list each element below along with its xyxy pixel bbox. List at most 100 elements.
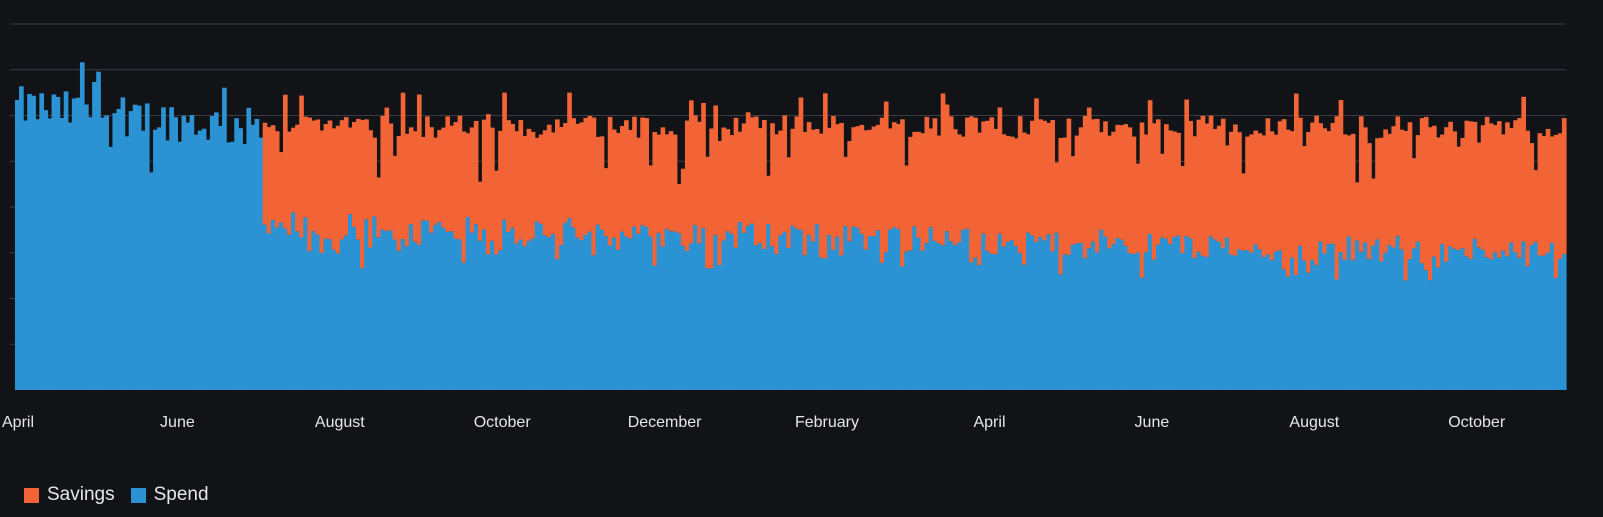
bar-spend — [193, 134, 199, 390]
bar-savings — [498, 130, 503, 251]
bar-spend — [1192, 258, 1198, 390]
bar-spend — [701, 227, 706, 390]
bar-spend — [1172, 237, 1177, 390]
bar-savings — [1391, 126, 1397, 248]
bar-savings — [1188, 120, 1194, 239]
bar-spend — [1034, 241, 1039, 390]
bar-savings — [502, 92, 507, 220]
bar-spend — [766, 224, 771, 390]
bar-savings — [1322, 128, 1328, 254]
bar-spend — [1131, 254, 1137, 390]
bar-spend — [1168, 244, 1173, 390]
bar-savings — [652, 132, 658, 266]
bar-savings — [1103, 121, 1108, 237]
bar-spend — [1009, 240, 1015, 390]
bar-savings — [1537, 133, 1543, 256]
bar-savings — [1387, 133, 1393, 245]
bar-savings — [879, 117, 885, 263]
bar-spend — [1375, 239, 1380, 390]
bar-spend — [1253, 244, 1259, 390]
bar-spend — [274, 227, 280, 390]
bar-savings — [770, 123, 775, 247]
bar-spend — [1001, 246, 1007, 390]
bar-savings — [965, 117, 970, 229]
bar-spend — [607, 245, 613, 390]
bar-savings — [1273, 134, 1279, 252]
bar-savings — [1131, 136, 1137, 255]
bar-spend — [534, 221, 540, 390]
bar-spend — [1212, 239, 1218, 390]
bar-savings — [583, 117, 589, 235]
bar-spend — [343, 235, 349, 390]
bar-savings — [481, 119, 487, 230]
bar-spend — [1017, 253, 1023, 390]
bar-savings — [871, 126, 877, 237]
bar-spend — [59, 117, 65, 390]
bar-spend — [831, 250, 836, 390]
legend-item-savings[interactable]: Savings — [24, 484, 115, 506]
bar-savings — [303, 116, 308, 218]
bar-spend — [615, 249, 621, 390]
bar-spend — [457, 239, 463, 390]
bar-spend — [1488, 259, 1494, 390]
bar-spend — [218, 125, 223, 390]
bar-spend — [758, 243, 763, 390]
bar-savings — [636, 137, 641, 234]
bar-spend — [1452, 248, 1457, 390]
bar-savings — [461, 131, 467, 263]
bar-savings — [1545, 128, 1551, 253]
bar-spend — [725, 231, 731, 390]
bar-savings — [1423, 116, 1429, 271]
bar-savings — [563, 123, 568, 223]
bar-savings — [1513, 120, 1518, 253]
bar-savings — [1492, 125, 1498, 253]
bar-spend — [737, 222, 743, 390]
bar-spend — [356, 239, 361, 390]
bar-spend — [656, 232, 662, 390]
bar-savings — [1281, 119, 1287, 270]
bar-spend — [1220, 248, 1226, 390]
bar-spend — [319, 253, 325, 390]
bar-spend — [1233, 255, 1238, 390]
bar-spend — [965, 228, 970, 390]
bar-savings — [1379, 137, 1384, 262]
bar-savings — [1505, 122, 1510, 257]
x-tick-label: October — [474, 414, 532, 431]
bar-savings — [1346, 135, 1352, 237]
bar-savings — [835, 124, 840, 237]
bar-spend — [1111, 244, 1116, 390]
bar-spend — [579, 240, 585, 390]
bar-spend — [506, 232, 511, 390]
bar-savings — [1176, 132, 1181, 236]
bar-savings — [1155, 119, 1161, 245]
bar-spend — [490, 240, 495, 390]
bar-spend — [307, 251, 312, 390]
bar-savings — [1253, 130, 1259, 245]
bar-spend — [396, 250, 402, 390]
bar-savings — [1245, 136, 1250, 251]
bar-savings — [1123, 124, 1129, 246]
bar-spend — [238, 128, 243, 391]
bar-spend — [262, 224, 268, 390]
bar-spend — [879, 262, 885, 390]
bar-spend — [96, 71, 101, 391]
bar-spend — [985, 250, 991, 390]
bar-spend — [1298, 245, 1303, 390]
bar-spend — [1440, 244, 1445, 390]
bar-spend — [144, 103, 150, 391]
legend-item-spend[interactable]: Spend — [130, 484, 209, 506]
bar-savings — [948, 116, 954, 242]
bar-savings — [339, 120, 345, 240]
bar-spend — [847, 241, 852, 390]
bar-spend — [1164, 238, 1169, 390]
bar-savings — [1159, 153, 1165, 238]
bar-spend — [1358, 252, 1364, 390]
bar-savings — [579, 122, 585, 241]
bar-savings — [656, 134, 662, 233]
bar-savings — [1440, 134, 1445, 245]
bar-savings — [766, 175, 771, 225]
bar-savings — [266, 127, 272, 234]
bar-spend — [388, 230, 394, 390]
bar-spend — [567, 218, 572, 390]
bar-savings — [485, 114, 491, 255]
